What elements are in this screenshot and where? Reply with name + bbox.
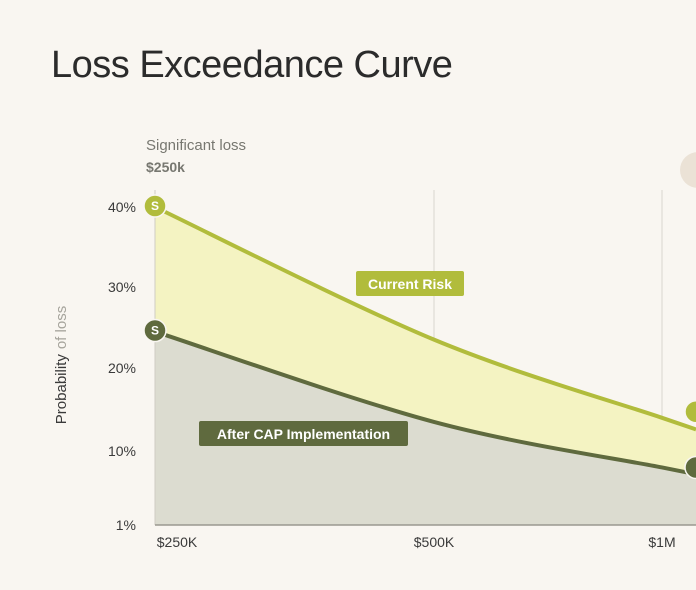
y-tick-label: 20% [108,360,136,376]
y-tick-label: 1% [116,517,136,533]
series-label-text: After CAP Implementation [217,426,390,442]
series-label-text: Current Risk [368,276,452,292]
after-cap-area [155,331,696,525]
label-background [199,421,408,446]
series-markers: SS [143,194,696,480]
y-tick-label: 40% [108,199,136,215]
start-marker-letter: S [151,324,159,338]
label-background [356,271,464,296]
y-axis-label-suffix: of loss [53,306,70,349]
x-tick-labels: $250K $500K $1M [157,534,676,550]
after-cap-line [154,329,696,477]
current-risk-label: Current Risk [356,271,464,296]
y-axis-label-main: Probability [53,354,70,425]
decorative-circle [680,152,696,188]
chart-title: Loss Exceedance Curve [51,44,453,86]
after-cap-label: After CAP Implementation [199,421,408,446]
start-marker [143,318,167,343]
start-marker-letter: S [151,199,159,213]
y-tick-label: 30% [108,279,136,295]
x-tick-label: $500K [414,534,455,550]
x-tick-label: $250K [157,534,198,550]
end-marker [684,455,696,480]
x-tick-label: $1M [648,534,675,550]
y-tick-label: 10% [108,443,136,459]
current-risk-line [154,205,696,432]
significant-loss-label: Significant loss [146,137,247,154]
end-marker [684,400,696,424]
y-axis-label: Probability of loss [53,306,70,424]
start-marker [143,194,167,218]
significant-loss-value: $250k [146,159,185,175]
y-tick-labels: 40% 30% 20% 10% 1% [108,199,136,533]
series-labels: Current Risk After CAP Implementation [199,271,464,446]
